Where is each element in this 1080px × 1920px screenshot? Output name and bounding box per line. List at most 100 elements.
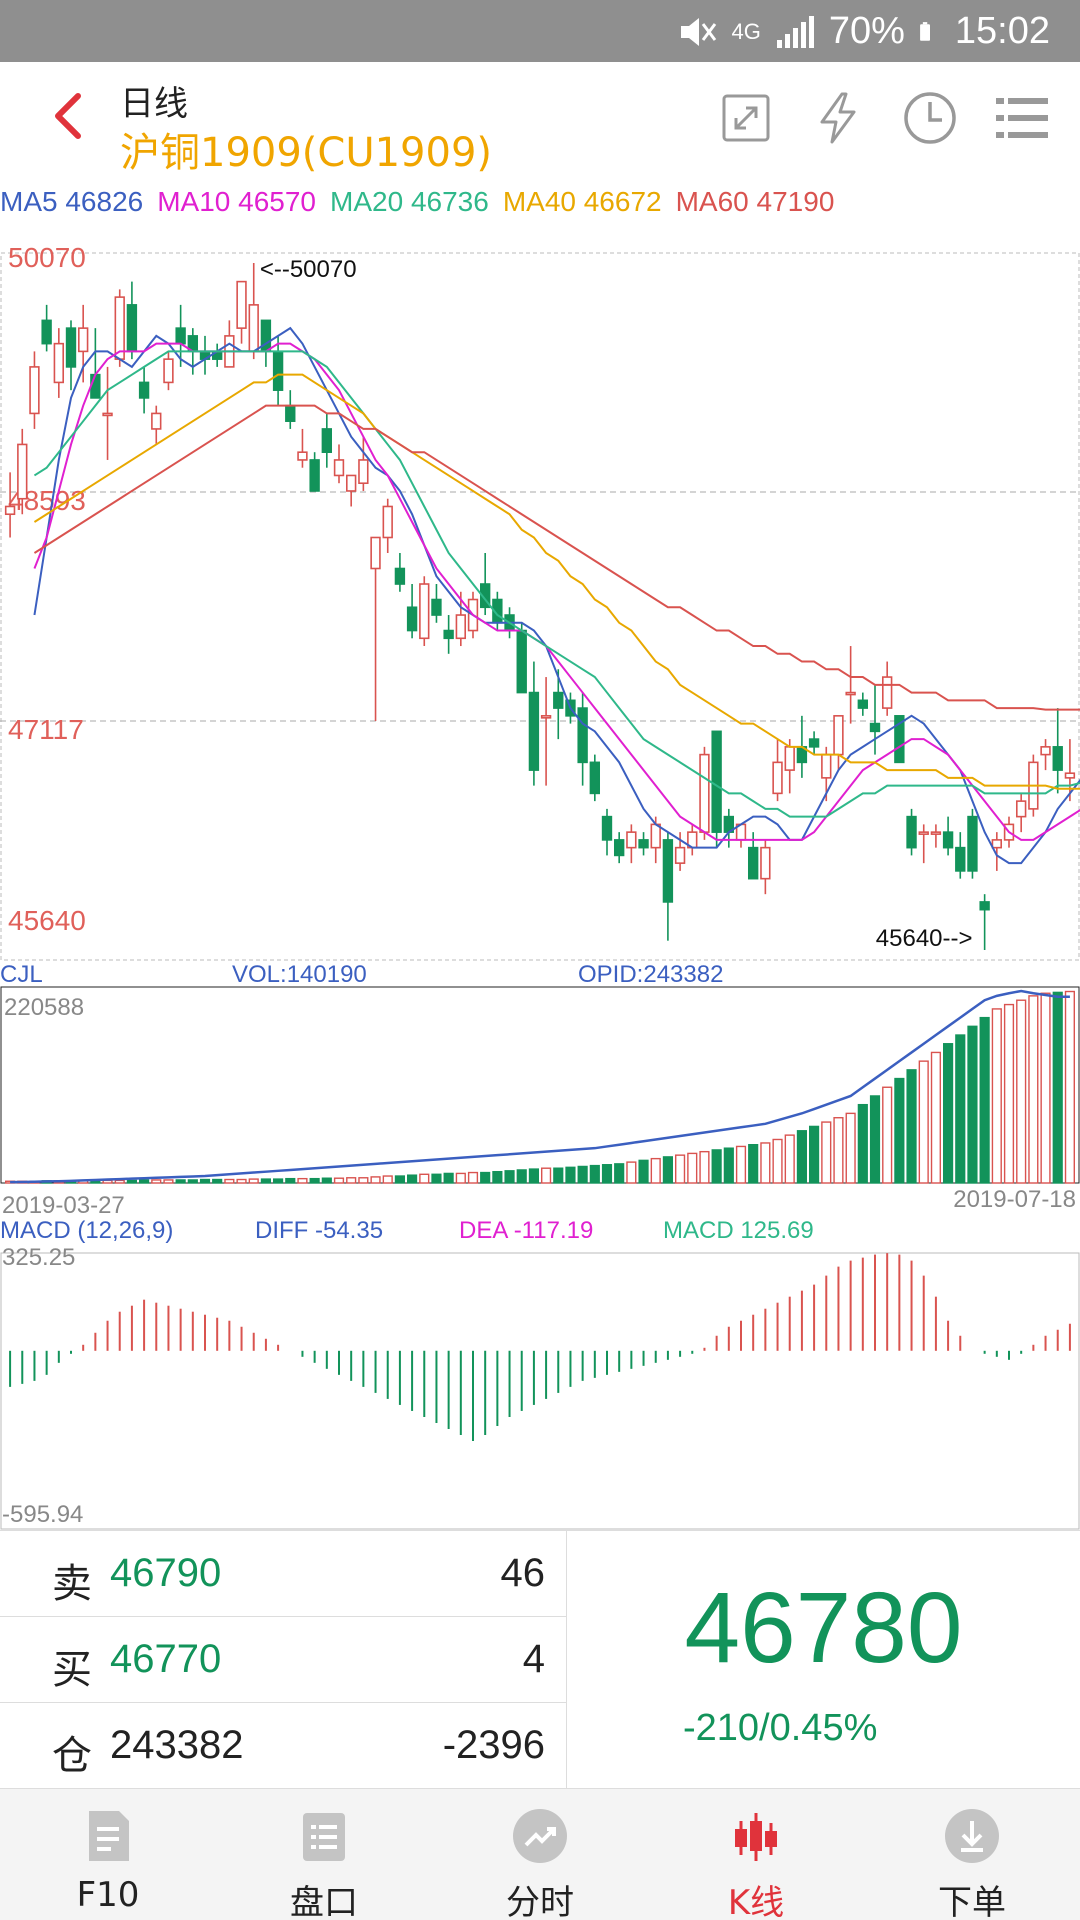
candle-body (613, 839, 625, 857)
ma-line-ma10 (33, 342, 1080, 841)
volume-bar (163, 1179, 174, 1184)
volume-bar (553, 1167, 564, 1184)
candle-body (151, 412, 162, 430)
candle-body (455, 614, 467, 640)
candle-body (979, 901, 990, 911)
kline-frame (0, 252, 1080, 961)
candle-body (175, 327, 186, 345)
candle-body (358, 459, 369, 485)
candle-body (333, 459, 345, 477)
volume-bar (833, 1117, 844, 1184)
back-icon[interactable] (40, 86, 100, 146)
candle-body (967, 815, 978, 872)
candle-body (845, 691, 856, 696)
volume-bar (151, 1179, 162, 1184)
volume-frame (0, 986, 1080, 1184)
volume-bar (626, 1161, 637, 1184)
nav-item-f10[interactable]: F10 (0, 1789, 216, 1920)
volume-bar (516, 1169, 527, 1184)
status-bar: 4G 70% 15:02 (0, 0, 1080, 62)
volume-bar (297, 1177, 308, 1184)
nav-item-kline[interactable]: K线 (648, 1789, 864, 1920)
bottom-nav: F10 盘口 分时 K线 下单 (0, 1788, 1080, 1920)
volume-bar (772, 1138, 783, 1184)
open-interest-row: 仓 243382 -2396 (0, 1703, 567, 1789)
candle-body (77, 327, 89, 353)
sell-row[interactable]: 卖 46790 46 (0, 1531, 567, 1617)
candle-body (431, 598, 442, 616)
oi-label: 仓 (52, 1733, 92, 1779)
volume-opid-label: OPID:243382 (578, 961, 723, 988)
buy-row[interactable]: 买 46770 4 (0, 1617, 567, 1703)
candle-body (942, 831, 954, 849)
candle-body (382, 505, 393, 539)
volume-bar (236, 1178, 247, 1184)
macd-value-label: MACD 125.69 (663, 1217, 814, 1244)
volume-bar (918, 1060, 929, 1184)
volume-bar (260, 1178, 271, 1184)
volume-bar (126, 1179, 137, 1184)
candle-body (248, 304, 259, 353)
candle-body (29, 366, 40, 415)
volume-bar (565, 1166, 576, 1184)
volume-bar (175, 1179, 186, 1184)
ma-legend: MA5 46826 MA10 46570 MA20 46736 MA40 46672 M… (0, 186, 1080, 222)
candle-body (699, 753, 710, 833)
volume-bar (869, 1095, 881, 1184)
volume-bar (991, 1008, 1002, 1184)
sell-volume: 46 (500, 1551, 546, 1595)
candle-body (528, 691, 540, 771)
candle-body (345, 474, 357, 492)
candle-body (394, 567, 406, 585)
volume-bar (906, 1069, 917, 1184)
fullscreen-icon[interactable] (718, 90, 774, 146)
ma-legend-ma10: MA10 46570 (157, 186, 317, 217)
menu-icon[interactable] (994, 90, 1050, 146)
instrument-title[interactable]: 沪铜1909(CU1909) (120, 130, 493, 176)
volume-bar (723, 1147, 734, 1184)
clock-icon[interactable] (902, 90, 958, 146)
volume-bar (979, 1016, 990, 1184)
volume-bar (187, 1179, 198, 1184)
volume-bar (796, 1130, 807, 1184)
volume-bar (967, 1025, 978, 1184)
ma-legend-ma40: MA40 46672 (502, 186, 662, 217)
candle-body (479, 583, 491, 609)
oi-value: 243382 (110, 1723, 244, 1767)
volume-bar (394, 1175, 405, 1184)
nav-item-timeshare[interactable]: 分时 (432, 1789, 648, 1920)
download-icon (945, 1809, 999, 1863)
nav-item-order[interactable]: 下单 (864, 1789, 1080, 1920)
end-date-label: 2019-07-18 (953, 1186, 1076, 1213)
order-book: 卖 46790 46 买 46770 4 仓 243382 -2396 (0, 1531, 567, 1789)
candle-body (955, 846, 966, 872)
candle-body (406, 606, 418, 632)
candle-body (1052, 746, 1063, 771)
nav-label-timeshare: 分时 (506, 1883, 574, 1920)
volume-bar (735, 1145, 747, 1184)
candle-body (906, 815, 917, 849)
volume-bar (139, 1179, 150, 1184)
list-icon (303, 1813, 345, 1861)
volume-bar (1016, 999, 1027, 1184)
volume-vol-label: VOL:140190 (232, 961, 367, 988)
volume-bar (894, 1077, 905, 1184)
candle-body (4, 505, 16, 516)
volume-bar (687, 1152, 698, 1184)
candle-body (321, 428, 333, 453)
nav-item-orderbook[interactable]: 盘口 (216, 1789, 432, 1920)
volume-bar (1052, 991, 1063, 1184)
candle-body (760, 846, 771, 880)
volume-bar (699, 1150, 710, 1184)
volume-bar (370, 1176, 381, 1184)
volume-bar (1064, 990, 1075, 1184)
lightning-icon[interactable] (810, 90, 866, 146)
volume-bar (199, 1178, 211, 1184)
sell-label: 卖 (52, 1561, 92, 1607)
price-label-0: 50070 (8, 242, 86, 273)
volume-bar (273, 1178, 284, 1184)
candle-body (808, 738, 820, 748)
volume-bar (1040, 992, 1051, 1184)
volume-bar (809, 1125, 820, 1184)
